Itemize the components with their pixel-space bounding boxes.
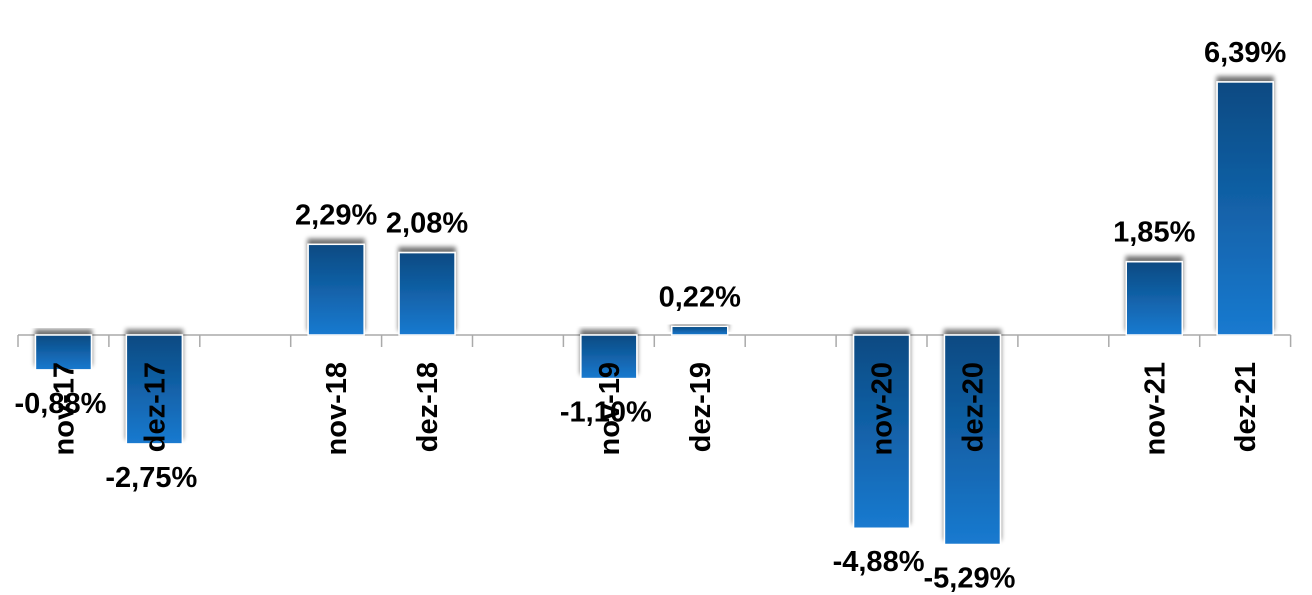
bar-dez-18 bbox=[398, 251, 456, 336]
bar-dez-20 bbox=[943, 334, 1002, 546]
x-tick-label: nov-19 bbox=[594, 362, 626, 455]
data-label-nov-17: -0,88% bbox=[15, 388, 107, 420]
x-tick-label: nov-18 bbox=[321, 362, 353, 455]
data-label-dez-19: 0,22% bbox=[659, 281, 741, 313]
x-tick-label: dez-21 bbox=[1230, 362, 1262, 452]
bar-dez-21 bbox=[1216, 81, 1274, 336]
x-tick-label: nov-20 bbox=[867, 362, 899, 455]
data-label-dez-20: -5,29% bbox=[924, 562, 1016, 594]
bar-nov-20 bbox=[852, 334, 911, 529]
data-label-dez-21: 6,39% bbox=[1204, 37, 1286, 69]
data-label-dez-18: 2,08% bbox=[386, 208, 468, 240]
x-tick-label: dez-19 bbox=[685, 362, 717, 452]
bar-dez-19 bbox=[671, 325, 729, 336]
data-label-dez-17: -2,75% bbox=[105, 462, 197, 494]
data-label-nov-18: 2,29% bbox=[295, 199, 377, 231]
bar-dez-17 bbox=[125, 334, 184, 445]
x-tick-label: nov-17 bbox=[48, 362, 80, 455]
data-label-nov-21: 1,85% bbox=[1113, 217, 1195, 249]
data-label-nov-20: -4,88% bbox=[833, 546, 925, 578]
bar-nov-21 bbox=[1125, 260, 1183, 336]
x-tick-label: dez-18 bbox=[412, 362, 444, 452]
x-tick-label: dez-17 bbox=[139, 362, 171, 452]
x-tick-label: nov-21 bbox=[1139, 362, 1171, 455]
bar-nov-17 bbox=[34, 334, 93, 371]
x-tick-label: dez-20 bbox=[957, 362, 989, 452]
data-label-nov-19: -1,10% bbox=[560, 397, 652, 429]
bar-nov-18 bbox=[307, 243, 365, 336]
bar-nov-19 bbox=[580, 334, 638, 380]
